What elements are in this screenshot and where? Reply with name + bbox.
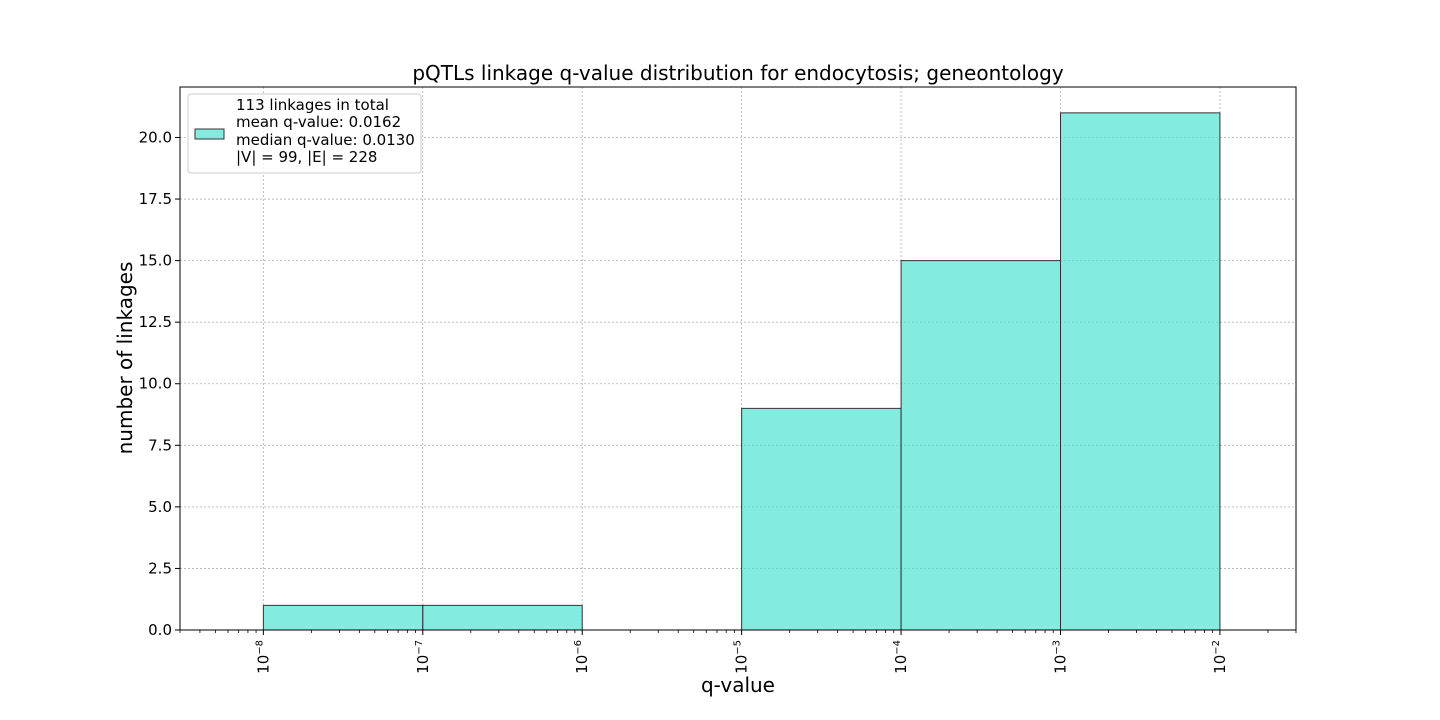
y-tick-label-1: 2.5 [148, 559, 172, 577]
legend-box [187, 93, 422, 174]
x-tick-label-2: 10−6 [573, 640, 591, 674]
x-axis-label: q-value [701, 673, 775, 697]
y-axis-label: number of linkages [113, 262, 137, 455]
svg-text:10−7: 10−7 [414, 640, 432, 674]
y-tick-label-2: 5.0 [148, 498, 172, 516]
y-tick-label-3: 7.5 [148, 436, 172, 454]
y-tick-label-8: 20.0 [139, 128, 172, 146]
svg-text:10−2: 10−2 [1211, 640, 1229, 674]
plot-frame [179, 86, 1297, 631]
legend-line-total: 113 linkages in total [236, 96, 389, 114]
y-tick-label-7: 17.5 [139, 190, 172, 208]
x-tick-label-6: 10−2 [1211, 640, 1229, 674]
tick-labels: 0.0 2.5 5.0 7.5 10.0 12.5 15.0 17.5 20.0 10−8 10−7… [139, 128, 1229, 673]
legend: 113 linkages in total mean q-value: 0.01… [187, 93, 422, 174]
svg-text:10−3: 10−3 [1052, 640, 1070, 674]
x-tick-label-1: 10−7 [414, 640, 432, 674]
legend-line-graph-size: |V| = 99, |E| = 228 [236, 148, 377, 166]
y-tick-label-5: 12.5 [139, 313, 172, 331]
bar-5 [1060, 112, 1221, 631]
axes [175, 86, 1297, 635]
legend-swatch [194, 128, 225, 140]
svg-text:10−5: 10−5 [733, 640, 751, 674]
bar-0 [262, 604, 424, 631]
x-tick-label-3: 10−5 [733, 640, 751, 674]
bar-1 [422, 604, 583, 631]
y-tick-label-4: 10.0 [139, 375, 172, 393]
y-tick-label-0: 0.0 [148, 621, 172, 639]
svg-text:10−6: 10−6 [573, 640, 591, 674]
x-tick-label-0: 10−8 [254, 640, 272, 674]
legend-line-mean: mean q-value: 0.0162 [236, 113, 401, 131]
svg-text:10−8: 10−8 [254, 640, 272, 674]
y-tick-label-6: 15.0 [139, 252, 172, 270]
bar-4 [900, 260, 1062, 631]
x-tick-label-4: 10−4 [892, 640, 910, 674]
legend-line-median: median q-value: 0.0130 [236, 131, 415, 149]
x-tick-label-5: 10−3 [1052, 640, 1070, 674]
chart-title: pQTLs linkage q-value distribution for e… [412, 61, 1064, 85]
bar-3 [741, 407, 902, 631]
svg-text:10−4: 10−4 [892, 640, 910, 674]
